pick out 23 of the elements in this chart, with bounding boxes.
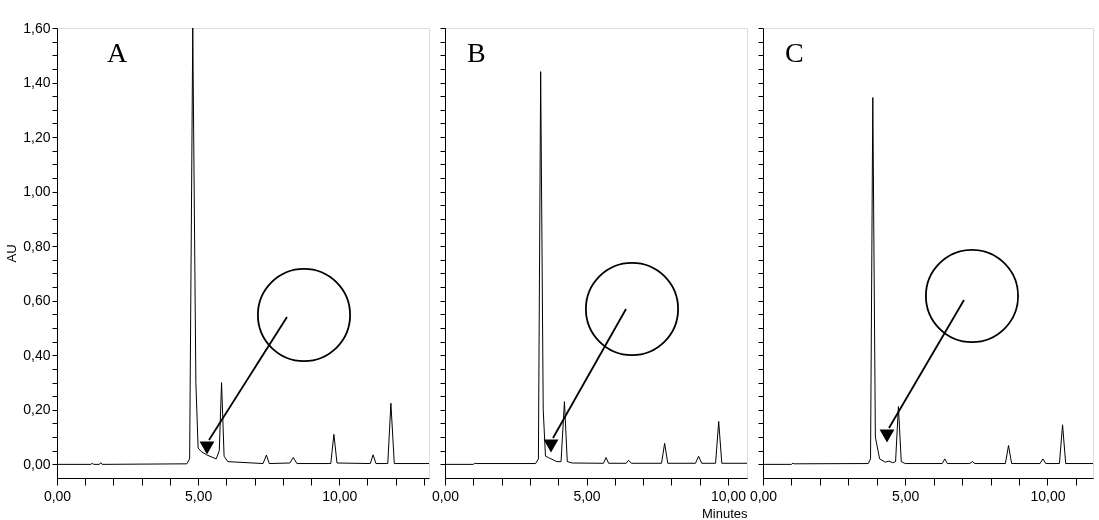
y-tick-label: 0,60 <box>23 292 51 309</box>
y-tick-label: 0,20 <box>23 401 51 418</box>
y-tick-label: 1,60 <box>23 19 51 36</box>
y-tick-label: 1,40 <box>23 74 51 91</box>
y-tick-label: 0,00 <box>23 455 51 472</box>
chart-title: B <box>467 37 486 68</box>
y-tick-label: 1,00 <box>23 183 51 200</box>
x-tick-label: 0,00 <box>43 487 72 504</box>
chart-title: A <box>107 37 128 68</box>
y-tick-label: 0,80 <box>23 237 51 254</box>
chart-title: C <box>785 37 804 68</box>
x-tick-label: 10,00 <box>711 487 747 504</box>
x-tick-label: 5,00 <box>573 487 601 504</box>
y-axis-title: AU <box>4 244 20 263</box>
x-axis-title: Minutes <box>701 505 748 520</box>
x-tick-label: 10,00 <box>1030 487 1066 504</box>
x-tick-label: 5,00 <box>892 487 920 504</box>
x-tick-label: 10,00 <box>322 487 358 504</box>
y-tick-label: 0,40 <box>23 346 51 363</box>
x-tick-label: 5,00 <box>185 487 213 504</box>
x-tick-label: 0,00 <box>749 487 778 504</box>
y-tick-label: 1,20 <box>23 128 51 145</box>
x-tick-label: 0,00 <box>431 487 460 504</box>
